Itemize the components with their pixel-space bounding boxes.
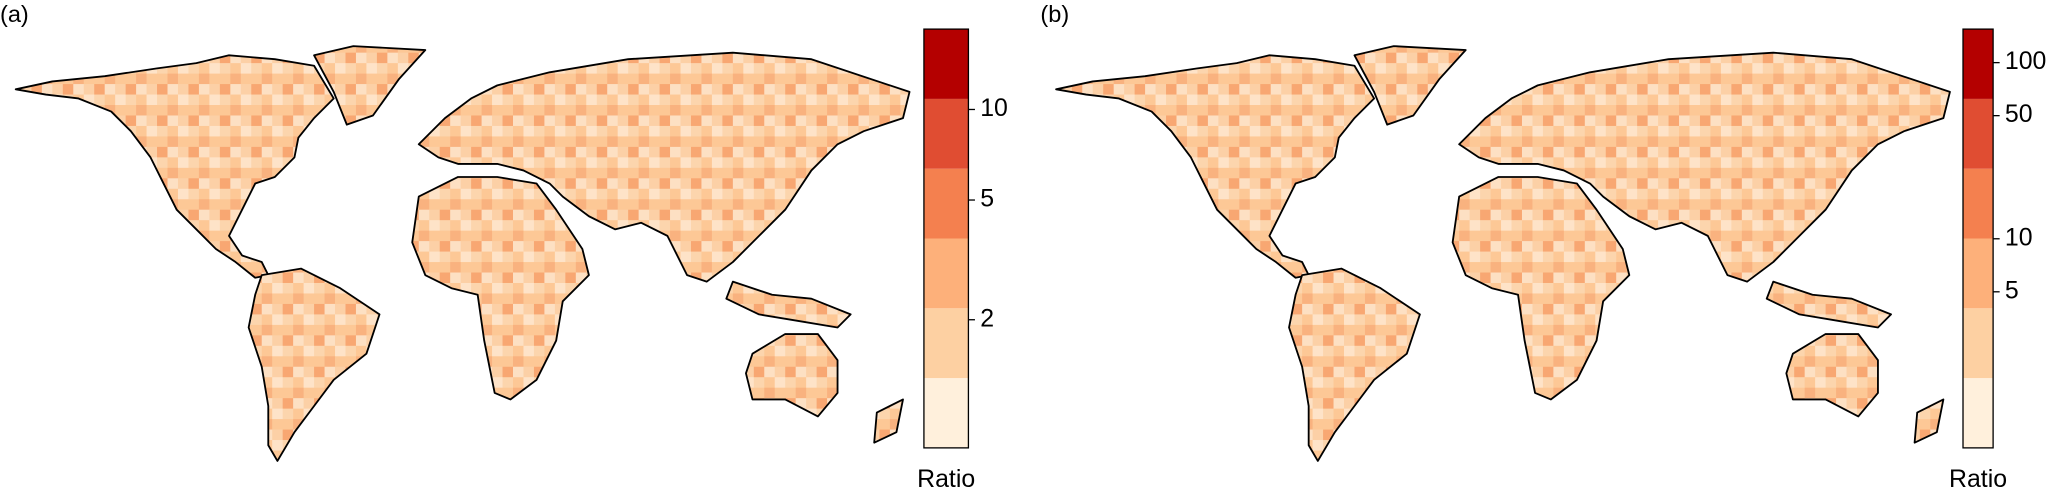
colorbar-tick-label: 50 (2005, 100, 2033, 128)
colorbar-bin (923, 378, 969, 448)
colorbar-tick-label: 10 (980, 94, 1008, 122)
colorbar-tick-label: 2 (980, 304, 994, 332)
colorbar-tick-label: 100 (2005, 47, 2046, 75)
colorbar-bin (923, 168, 969, 239)
world-map (1055, 45, 1951, 462)
panel-label: (b) (1040, 1, 1069, 27)
colorbar-bin (1963, 168, 1994, 239)
colorbar-bin (1963, 238, 1994, 309)
colorbar-tick-label: 10 (2005, 223, 2033, 251)
colorbar-bin (923, 238, 969, 309)
colorbar-title: Ratio (917, 465, 975, 493)
colorbar-frame (923, 28, 970, 449)
colorbar-bin (923, 308, 969, 379)
colorbar-title: Ratio (1949, 465, 2007, 493)
colorbar-bin (1963, 378, 1994, 448)
colorbar-bin (923, 98, 969, 169)
colorbar-bin (1963, 308, 1994, 379)
colorbar-bin (1963, 29, 1994, 99)
panel-label: (a) (0, 1, 29, 27)
colorbar-tick-label: 5 (2005, 276, 2019, 304)
world-map (14, 45, 911, 462)
colorbar-bin (923, 29, 969, 99)
colorbar-tick-label: 5 (980, 185, 994, 213)
colorbar-bin (1963, 98, 1994, 169)
